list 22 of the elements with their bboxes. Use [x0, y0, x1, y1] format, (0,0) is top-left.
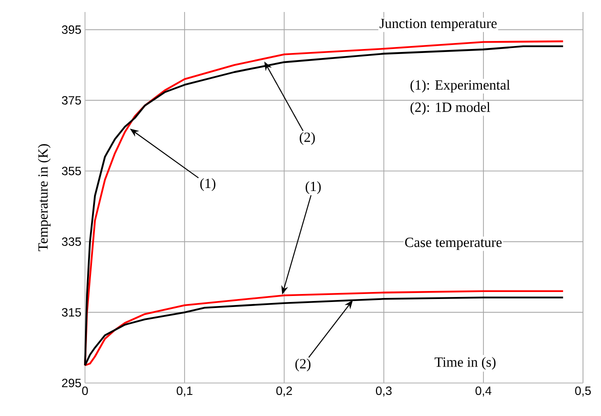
x-tick-label: 0,1	[176, 386, 192, 396]
y-tick-label: 395	[62, 25, 81, 34]
y-tick-label: 375	[62, 96, 81, 105]
x-tick-label: 0,4	[476, 386, 492, 396]
x-tick-label: 0,5	[575, 386, 591, 396]
annotation: (2)	[300, 132, 315, 145]
annotation: (1)	[306, 181, 321, 194]
y-tick-label: 355	[62, 166, 81, 176]
annotation: (2)	[295, 358, 310, 372]
x-axis-title: Time in (s)	[434, 356, 496, 370]
annotation: (1): Experimental	[410, 80, 510, 93]
annotation: Junction temperature	[380, 18, 497, 32]
annotation: (1)	[200, 178, 216, 191]
x-tick-label: 0	[82, 386, 88, 396]
y-tick-label: 315	[62, 308, 81, 317]
x-tick-label: 0,2	[276, 386, 292, 396]
y-tick-label: 335	[62, 237, 81, 246]
annotation: (2): 1D model	[410, 102, 490, 115]
y-tick-label: 295	[62, 378, 81, 388]
annotation: Case temperature	[405, 238, 502, 250]
y-axis-title: Temperature in (K)	[38, 144, 51, 252]
x-tick-label: 0,3	[376, 386, 392, 396]
